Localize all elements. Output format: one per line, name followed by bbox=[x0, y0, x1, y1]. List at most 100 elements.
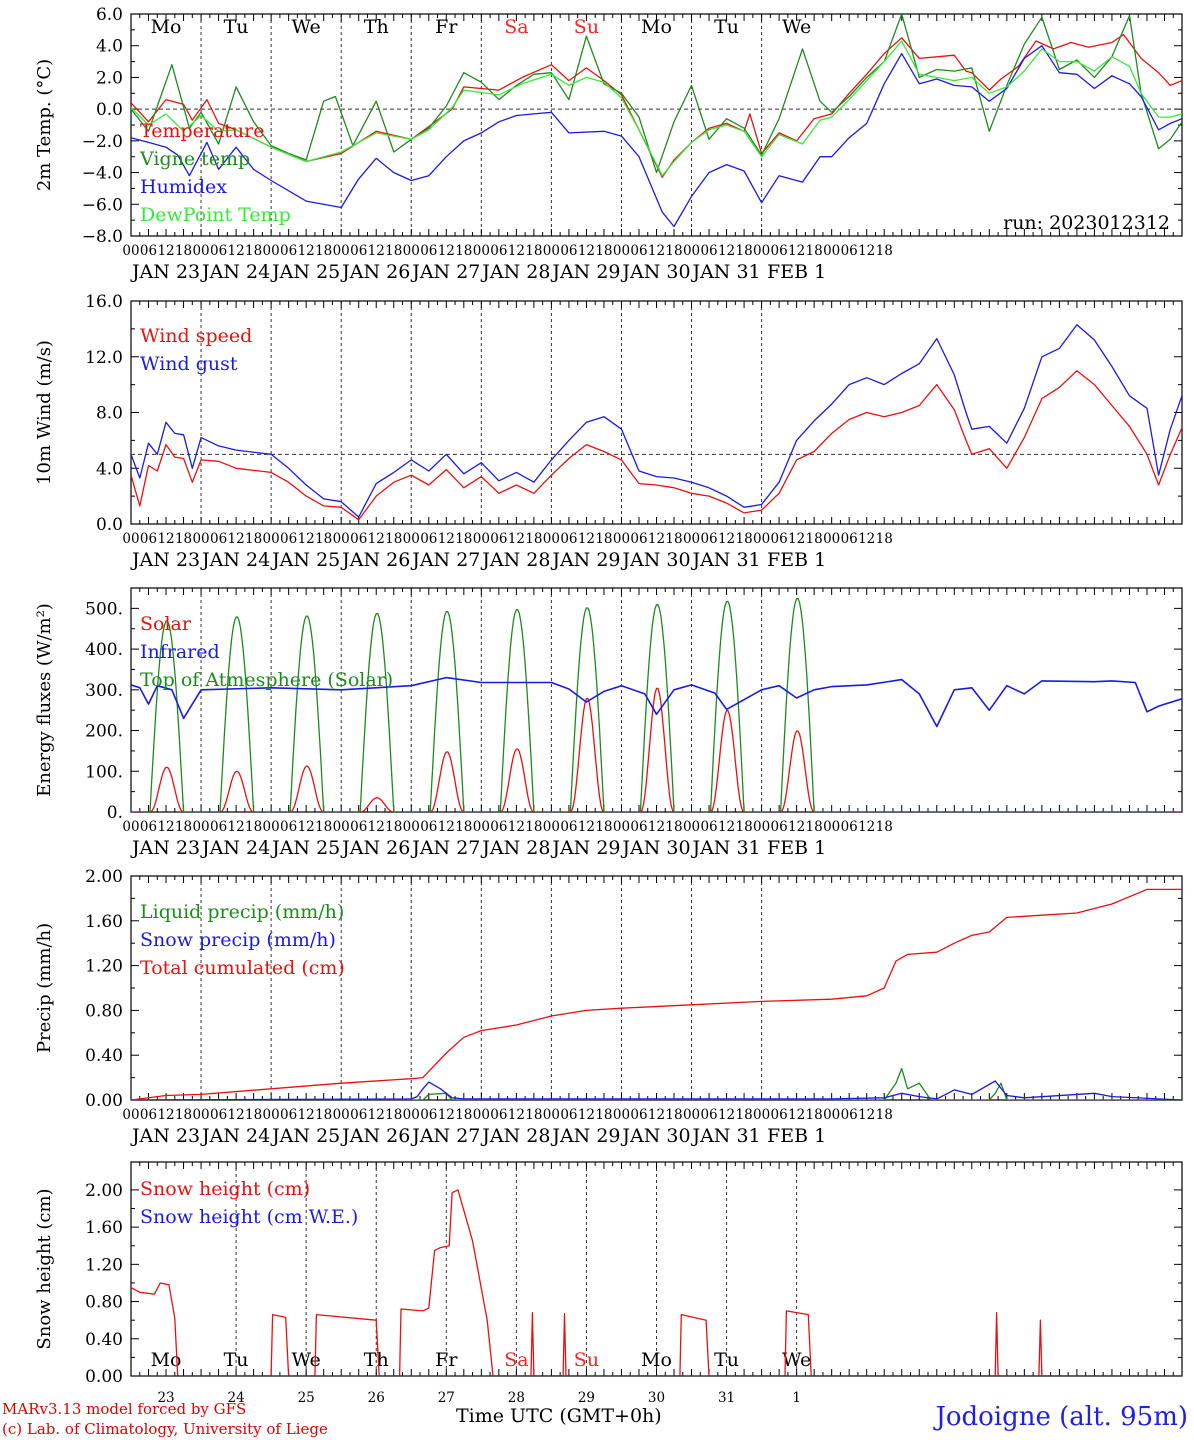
hour-tick-label: 12 bbox=[298, 819, 315, 835]
day-label: JAN 27 bbox=[410, 261, 480, 283]
hour-tick-label: 00 bbox=[122, 531, 139, 547]
weekday-label: Mo bbox=[151, 1349, 182, 1371]
hour-tick-label: 00 bbox=[333, 819, 350, 835]
hour-tick-label: 06 bbox=[771, 819, 788, 835]
hour-tick-label: 18 bbox=[245, 819, 262, 835]
hour-tick-label: 06 bbox=[490, 1107, 507, 1123]
hour-tick-label: 18 bbox=[385, 531, 402, 547]
wind-speed-legend: Wind speed bbox=[140, 325, 252, 347]
hour-tick-label: 18 bbox=[876, 243, 893, 259]
day-label: JAN 31 bbox=[690, 549, 760, 571]
weekday-label: Tu bbox=[714, 16, 739, 38]
hour-tick-label: 18 bbox=[876, 819, 893, 835]
day-label: JAN 25 bbox=[270, 261, 340, 283]
hour-tick-label: 00 bbox=[333, 1107, 350, 1123]
wind-speed-line bbox=[131, 370, 1182, 521]
hour-tick-label: 18 bbox=[245, 243, 262, 259]
hour-tick-label: 12 bbox=[157, 1107, 174, 1123]
wind-frame bbox=[130, 300, 1183, 525]
day-label: JAN 23 bbox=[130, 837, 200, 859]
weekday-label: Th bbox=[364, 1349, 389, 1371]
hour-tick-label: 06 bbox=[630, 243, 647, 259]
temp-frame bbox=[130, 13, 1183, 237]
day-label: JAN 23 bbox=[130, 549, 200, 571]
x-axis-title: Time UTC (GMT+0h) bbox=[456, 1405, 662, 1427]
hour-tick-label: 12 bbox=[368, 243, 385, 259]
hour-tick-label: 12 bbox=[648, 819, 665, 835]
energy-series-group bbox=[131, 598, 1182, 812]
y-tick-label: 1.60 bbox=[85, 912, 123, 932]
hour-tick-label: 18 bbox=[315, 531, 332, 547]
hour-tick-label: 06 bbox=[350, 1107, 367, 1123]
weekday-label: We bbox=[292, 1349, 321, 1371]
day-label: JAN 25 bbox=[270, 549, 340, 571]
total-cumulated-legend: Total cumulated (cm) bbox=[140, 957, 345, 979]
hour-tick-label: 18 bbox=[735, 531, 752, 547]
hour-tick-label: 12 bbox=[157, 819, 174, 835]
hour-tick-label: 00 bbox=[263, 819, 280, 835]
y-tick-label: 2.00 bbox=[85, 867, 123, 887]
day-number-label: 30 bbox=[648, 1390, 665, 1406]
hour-tick-label: 06 bbox=[420, 1107, 437, 1123]
day-number-label: 27 bbox=[438, 1390, 455, 1406]
total-cumulated-line bbox=[131, 888, 1182, 1100]
hour-tick-label: 18 bbox=[665, 243, 682, 259]
hour-tick-label: 00 bbox=[403, 1107, 420, 1123]
hour-tick-label: 12 bbox=[228, 1107, 245, 1123]
weekday-label: We bbox=[292, 16, 321, 38]
weekday-label: Su bbox=[574, 16, 599, 38]
hour-tick-label: 18 bbox=[806, 243, 823, 259]
hour-tick-label: 06 bbox=[420, 243, 437, 259]
toa-solar-legend: Top of Atmesphere (Solar) bbox=[140, 669, 393, 691]
hour-tick-label: 00 bbox=[683, 819, 700, 835]
wind-gust-legend: Wind gust bbox=[140, 353, 238, 375]
hour-tick-label: 18 bbox=[735, 1107, 752, 1123]
y-tick-label: 500. bbox=[85, 599, 123, 619]
hour-tick-label: 06 bbox=[210, 531, 227, 547]
weekday-label: Tu bbox=[714, 1349, 739, 1371]
wind-series-group bbox=[131, 324, 1182, 521]
hour-tick-label: 18 bbox=[806, 819, 823, 835]
hour-tick-label: 06 bbox=[560, 243, 577, 259]
day-label: JAN 28 bbox=[480, 549, 550, 571]
hour-tick-label: 00 bbox=[403, 243, 420, 259]
dewpoint-temp-legend: DewPoint Temp bbox=[140, 204, 291, 226]
hour-tick-label: 12 bbox=[508, 243, 525, 259]
weekday-label: Mo bbox=[641, 16, 672, 38]
hour-tick-label: 18 bbox=[525, 1107, 542, 1123]
hour-tick-label: 18 bbox=[175, 1107, 192, 1123]
hour-tick-label: 06 bbox=[350, 243, 367, 259]
hour-tick-label: 00 bbox=[333, 243, 350, 259]
day-label: JAN 28 bbox=[480, 837, 550, 859]
day-label: JAN 25 bbox=[270, 837, 340, 859]
hour-tick-label: 00 bbox=[122, 243, 139, 259]
hour-tick-label: 00 bbox=[683, 531, 700, 547]
hour-tick-label: 06 bbox=[700, 243, 717, 259]
day-label: JAN 24 bbox=[200, 549, 270, 571]
y-tick-label: 0.40 bbox=[85, 1330, 123, 1350]
day-label: JAN 24 bbox=[200, 261, 270, 283]
hour-tick-label: 00 bbox=[823, 1107, 840, 1123]
hour-tick-label: 18 bbox=[525, 531, 542, 547]
day-label: JAN 27 bbox=[410, 1125, 480, 1147]
hour-tick-label: 12 bbox=[788, 1107, 805, 1123]
hour-tick-label: 00 bbox=[823, 243, 840, 259]
day-label: JAN 23 bbox=[130, 261, 200, 283]
day-label: JAN 29 bbox=[550, 1125, 620, 1147]
hour-tick-label: 12 bbox=[718, 819, 735, 835]
y-axis-label: 2m Temp. (°C) bbox=[34, 59, 55, 191]
hour-tick-label: 06 bbox=[490, 531, 507, 547]
day-label: JAN 30 bbox=[620, 837, 690, 859]
vigne-temp-legend: Vigne temp bbox=[139, 148, 250, 170]
hour-tick-label: 18 bbox=[525, 819, 542, 835]
day-number-label: 24 bbox=[228, 1390, 245, 1406]
hour-tick-label: 06 bbox=[420, 531, 437, 547]
hour-tick-label: 18 bbox=[175, 819, 192, 835]
hour-tick-label: 18 bbox=[175, 531, 192, 547]
hour-tick-label: 18 bbox=[315, 243, 332, 259]
hour-tick-label: 00 bbox=[473, 243, 490, 259]
hour-tick-label: 12 bbox=[648, 243, 665, 259]
toa-solar-line bbox=[131, 598, 1182, 812]
hour-tick-label: 00 bbox=[192, 819, 209, 835]
solar-line bbox=[131, 687, 1182, 812]
